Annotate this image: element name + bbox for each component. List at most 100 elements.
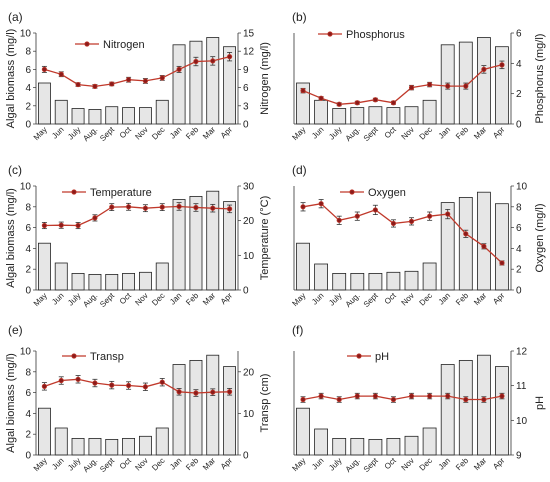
series-point (390, 100, 397, 106)
biomass-bar (54, 262, 68, 291)
right-tick-label: 2 (516, 89, 522, 100)
panel-label: (a) (8, 10, 23, 24)
series-line (44, 378, 230, 394)
biomass-bar (223, 366, 237, 456)
x-tick-label: Nov (133, 125, 149, 141)
panel-b: (b) 0 2 4 6 May Jun July Aug. Sept Oct Nov Dec Jan Feb… (290, 10, 546, 143)
left-tick-label: 6 (25, 65, 31, 76)
legend-swatch-marker (327, 31, 333, 37)
series-point (300, 88, 306, 94)
legend-label: Oxygen (368, 187, 406, 199)
x-tick-label: Aug. (344, 456, 362, 474)
biomass-bar (223, 201, 237, 291)
x-tick-label: Dec (418, 291, 434, 307)
x-tick-label: Feb (184, 291, 201, 308)
series-point (336, 217, 342, 223)
series-point (372, 393, 378, 399)
biomass-bar (71, 437, 85, 456)
biomass-bar (88, 109, 102, 125)
series-point (159, 379, 165, 385)
x-tick-label: Mar (201, 291, 217, 307)
right-tick-label: 8 (516, 202, 522, 213)
series-point (75, 81, 81, 88)
biomass-bar (368, 438, 383, 456)
legend-swatch-marker (71, 353, 77, 359)
x-tick-label: Jan (437, 125, 452, 140)
left-axis-title: Algal biomass (mg/l) (5, 29, 17, 129)
right-tick-label: 4 (516, 244, 522, 255)
left-tick-label: 8 (25, 202, 31, 213)
x-tick-label: Nov (133, 456, 149, 472)
panel-d: (d) 0 2 4 6 8 10 May Jun July Aug. Sept Oct Nov Dec Jan… (290, 163, 546, 309)
left-tick-label: 8 (25, 367, 31, 378)
series-line (302, 64, 503, 105)
series-point (142, 384, 149, 390)
left-tick-label: 10 (20, 182, 32, 193)
x-tick-label: Feb (184, 456, 201, 473)
x-tick-label: Aug. (344, 125, 362, 143)
biomass-bar (494, 366, 509, 456)
series-point (92, 380, 98, 386)
right-tick-label: 10 (243, 251, 255, 262)
series-point (463, 83, 469, 89)
series-point (75, 222, 81, 229)
series-point (109, 382, 115, 388)
right-axis-title: Temperature (°C) (259, 196, 271, 280)
legend-label: Phosphorus (346, 29, 405, 41)
x-tick-label: Aug. (81, 125, 99, 143)
right-tick-label: 30 (243, 182, 255, 193)
biomass-bar (440, 364, 455, 456)
x-tick-label: Sept (362, 456, 381, 475)
series-point (58, 71, 64, 77)
x-tick-label: Dec (150, 456, 166, 472)
series-point (193, 390, 199, 396)
left-tick-label: 4 (25, 409, 31, 420)
series-point (427, 213, 433, 219)
series-point (41, 383, 48, 389)
biomass-bar (172, 364, 186, 456)
x-tick-label: Jan (168, 125, 183, 140)
biomass-bar (422, 427, 437, 456)
x-tick-label: Jan (168, 291, 183, 306)
biomass-bar (138, 435, 152, 456)
series-point (210, 58, 216, 64)
biomass-bar (172, 199, 186, 291)
series-point (445, 393, 451, 399)
right-axis-title: pH (534, 396, 546, 410)
series-point (445, 211, 451, 217)
biomass-bar (71, 108, 85, 125)
x-tick-label: May (290, 291, 307, 308)
legend-swatch-marker (71, 189, 77, 195)
x-tick-label: July (66, 456, 82, 472)
series-point (390, 220, 397, 227)
x-tick-label: July (66, 291, 82, 307)
series-point (226, 389, 233, 395)
x-tick-label: May (32, 291, 49, 308)
biomass-bar (54, 427, 68, 456)
biomass-bar (38, 242, 51, 291)
right-tick-label: 9 (516, 451, 522, 462)
series-point (92, 83, 98, 89)
legend-label: Temperature (90, 187, 152, 199)
biomass-bar (404, 106, 419, 125)
left-tick-label: 6 (25, 388, 31, 399)
x-tick-label: Jun (310, 291, 325, 306)
right-tick-label: 10 (243, 409, 255, 420)
x-tick-label: Jun (50, 291, 65, 306)
biomass-bar (350, 272, 365, 291)
series-point (75, 376, 81, 382)
x-tick-label: Feb (454, 291, 471, 308)
series-point (354, 213, 360, 219)
x-tick-label: Nov (400, 125, 416, 141)
panel-f: (f) 9 10 11 12 May Jun July Aug. Sept Oct Nov Dec Jan… (290, 323, 546, 474)
x-tick-label: Aug. (81, 456, 99, 474)
biomass-bar (386, 437, 401, 456)
series-point (193, 58, 199, 65)
x-tick-label: Nov (400, 456, 416, 472)
x-tick-label: Jun (310, 456, 325, 471)
biomass-bar (368, 106, 383, 125)
